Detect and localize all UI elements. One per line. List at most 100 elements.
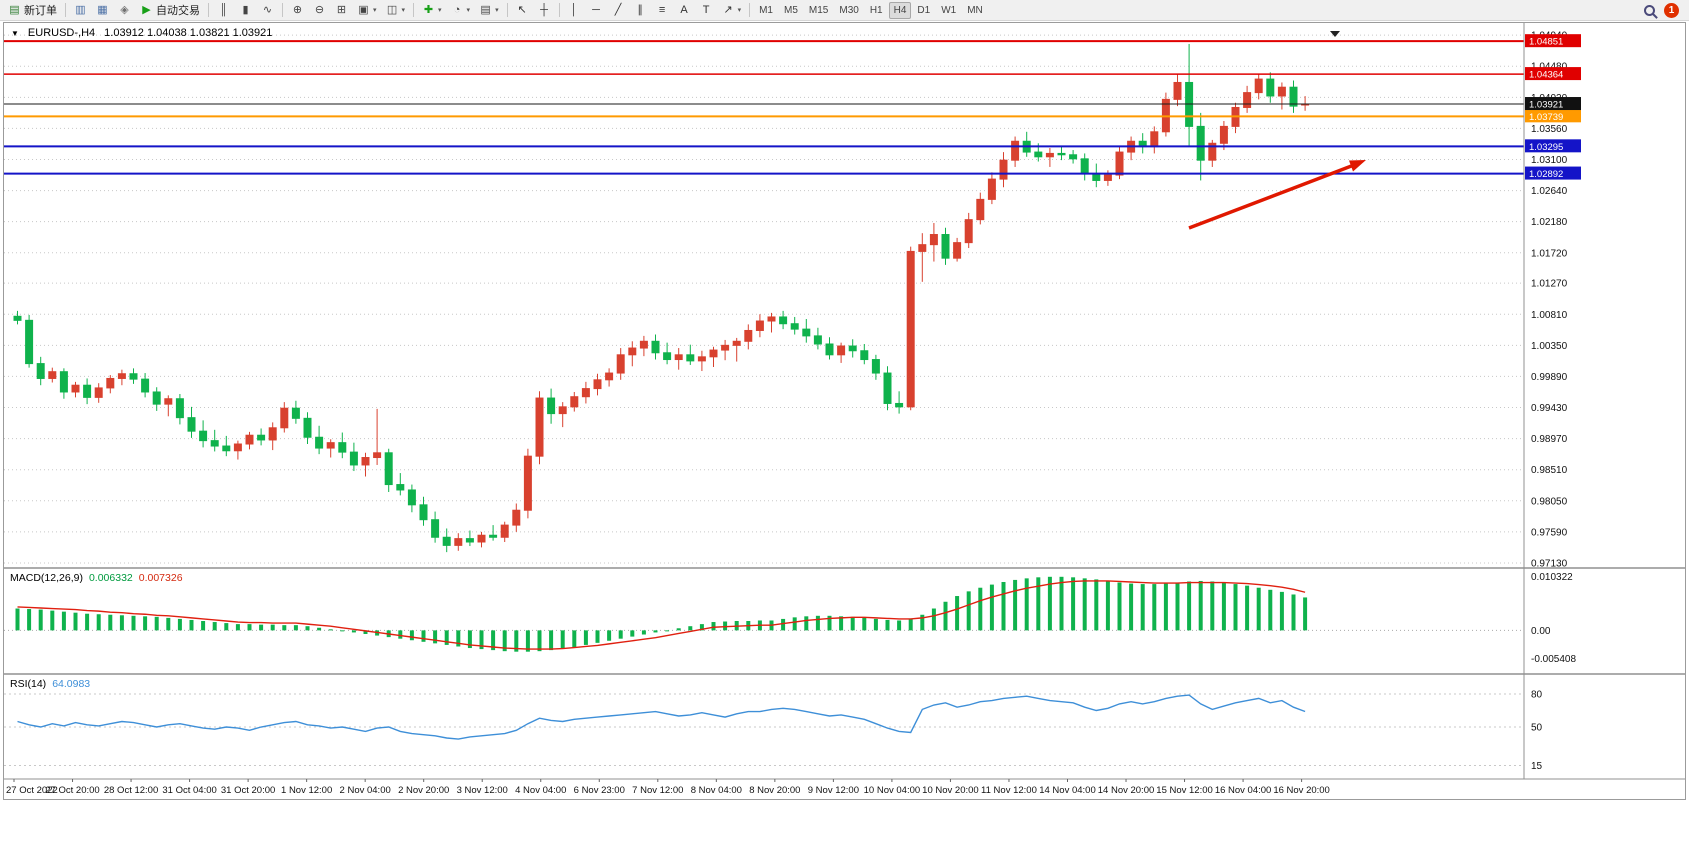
zoom-out-button[interactable]: ⊖ [309, 2, 330, 19]
chart-window[interactable]: 1.049401.044801.040201.035601.031001.026… [3, 22, 1686, 800]
candle [199, 430, 208, 442]
macd-indicator-label: MACD(12,26,9) 0.006332 0.007326 [10, 572, 183, 584]
autotrading-icon: ▶ [142, 3, 151, 16]
macd-bar [525, 630, 530, 652]
timeframe-h1-button[interactable]: H1 [869, 4, 883, 16]
vertical-line-icon: │ [570, 3, 578, 16]
candle [280, 407, 289, 429]
macd-bar [96, 614, 101, 631]
fibonacci-button[interactable]: ≡ [652, 2, 673, 19]
macd-bar [618, 630, 623, 639]
macd-bar [467, 630, 472, 649]
macd-signal-value: 0.007326 [138, 572, 183, 584]
candles-chart-button[interactable]: ▮ [235, 2, 256, 19]
templates-dropdown-icon[interactable]: ▾ [495, 7, 499, 14]
rsi-name: RSI(14) [10, 678, 47, 690]
macd-bar [247, 624, 252, 631]
svg-text:3 Nov 12:00: 3 Nov 12:00 [457, 785, 508, 796]
timeframe-mn-button[interactable]: MN [967, 4, 983, 16]
candle [1150, 131, 1159, 148]
templates-button[interactable]: ▤ ▾ [475, 2, 503, 19]
candle [964, 219, 973, 244]
macd-bar [201, 621, 206, 631]
candle [1115, 151, 1124, 176]
svg-text:1.03560: 1.03560 [1531, 124, 1568, 135]
bars-chart-button[interactable]: ║ [213, 2, 234, 19]
macd-bar [1152, 584, 1157, 631]
candle [71, 384, 80, 393]
cascade-windows-button[interactable]: ▣ ▾ [353, 2, 381, 19]
candle [1277, 86, 1286, 97]
chart-svg[interactable]: 1.049401.044801.040201.035601.031001.026… [4, 23, 1685, 799]
add-indicator-button[interactable]: ✚ ▾ [418, 2, 446, 19]
cascade-windows-dropdown-icon[interactable]: ▾ [373, 7, 377, 14]
candle [36, 363, 45, 379]
tile-windows-button[interactable]: ⊞ [331, 2, 352, 19]
candle [1266, 78, 1275, 97]
macd-bar [502, 630, 507, 652]
timeframe-m1-button[interactable]: M1 [759, 4, 773, 16]
cursor-button[interactable]: ↖ [512, 2, 533, 19]
search-icon[interactable] [1644, 5, 1655, 16]
new-order-button[interactable]: ▤ 新订单 [4, 2, 61, 19]
bars-chart-icon: ║ [219, 3, 228, 16]
line-chart-icon: ∿ [262, 3, 273, 16]
notification-badge[interactable]: 1 [1664, 3, 1679, 18]
toolbar-separator [749, 3, 751, 17]
trendline-button[interactable]: ╱ [608, 2, 629, 19]
macd-bar [560, 630, 565, 649]
arrange-windows-button[interactable]: ◫ ▾ [382, 2, 410, 19]
timeframe-m15-button[interactable]: M15 [808, 4, 829, 16]
add-indicator-dropdown-icon[interactable]: ▾ [438, 7, 442, 14]
svg-text:1.00350: 1.00350 [1531, 341, 1568, 352]
arrows-dropdown-icon[interactable]: ▾ [737, 7, 742, 14]
price-axis[interactable]: 1.049401.044801.040201.035601.031001.026… [1525, 31, 1581, 772]
arrange-windows-dropdown-icon[interactable]: ▾ [401, 7, 406, 14]
candle [1103, 174, 1112, 181]
svg-text:0.00: 0.00 [1531, 626, 1551, 637]
macd-bar [839, 616, 844, 631]
candle [999, 159, 1008, 180]
timeframe-w1-button[interactable]: W1 [941, 4, 957, 16]
autotrading-label: 自动交易 [156, 5, 200, 17]
timeframe-d1-button[interactable]: D1 [917, 4, 931, 16]
navigator-button[interactable]: ◈ [114, 2, 135, 19]
horizontal-line-icon: ─ [592, 3, 600, 16]
timeframe-m30-button[interactable]: M30 [839, 4, 859, 16]
macd-bar [792, 617, 797, 631]
trend-arrow-head [1349, 160, 1366, 172]
horizontal-line-button[interactable]: ─ [586, 2, 607, 19]
text-button[interactable]: A [674, 2, 695, 19]
market-watch-button[interactable]: ▦ [92, 2, 113, 19]
line-chart-button[interactable]: ∿ [257, 2, 278, 19]
arrows-button[interactable]: ↗ ▾ [718, 2, 746, 19]
period-dropdown-icon[interactable]: ▾ [466, 7, 471, 14]
macd-bar [1268, 589, 1273, 631]
macd-bar [73, 612, 78, 631]
svg-text:8 Nov 04:00: 8 Nov 04:00 [691, 785, 742, 796]
chart-menu-triangle-icon[interactable]: ▼ [11, 28, 19, 38]
crosshair-button[interactable]: ┼ [534, 2, 555, 19]
macd-bar [166, 617, 171, 631]
text-label-button[interactable]: T [696, 2, 717, 19]
macd-bar [1140, 584, 1145, 631]
rsi-value: 64.0983 [52, 678, 91, 690]
timeframe-m5-button[interactable]: M5 [784, 4, 798, 16]
equidistant-channel-button[interactable]: ∥ [630, 2, 651, 19]
vertical-line-button[interactable]: │ [564, 2, 585, 19]
zoom-in-button[interactable]: ⊕ [287, 2, 308, 19]
period-button[interactable]: ◔ ▾ [447, 2, 475, 19]
charts-button[interactable]: ▥ [70, 2, 91, 19]
candle [106, 377, 115, 389]
candle [512, 509, 521, 526]
svg-text:14 Nov 04:00: 14 Nov 04:00 [1039, 785, 1096, 796]
timeframe-h4-button[interactable]: H4 [888, 1, 912, 19]
candle [558, 406, 567, 415]
rsi-panel [4, 693, 1524, 766]
candle [129, 373, 138, 380]
zoom-out-icon: ⊖ [314, 3, 325, 16]
candle [210, 440, 219, 447]
autotrading-button[interactable]: ▶ 自动交易 [136, 2, 204, 19]
svg-text:1.02180: 1.02180 [1531, 217, 1568, 228]
